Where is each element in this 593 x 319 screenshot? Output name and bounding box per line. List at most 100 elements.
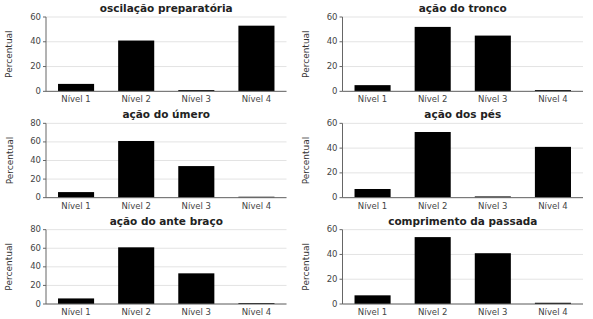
x-tick-label: Nível 1: [358, 94, 387, 104]
y-tick-label: 20: [30, 280, 41, 290]
grid-line: [46, 285, 287, 286]
x-tick-label: Nível 2: [418, 201, 447, 211]
subplot-title: comprimento da passada: [388, 215, 537, 227]
grid-line: [343, 304, 584, 305]
bar: [178, 273, 214, 304]
y-tick-label: 60: [30, 136, 41, 146]
x-axis-line: [343, 91, 584, 92]
y-tick-label: 40: [30, 155, 41, 165]
y-axis-line: [46, 123, 47, 197]
bar: [415, 27, 451, 91]
bar: [58, 192, 94, 198]
x-tick-label: Nível 4: [242, 307, 271, 317]
x-tick-label: Nível 1: [61, 94, 90, 104]
grid-line: [46, 160, 287, 161]
x-tick-label: Nível 1: [358, 201, 387, 211]
grid-line: [46, 179, 287, 180]
y-tick-label: 0: [332, 86, 337, 96]
x-tick-label: Nível 4: [242, 94, 271, 104]
grid-line: [46, 91, 287, 92]
bar: [118, 41, 154, 92]
x-tick-label: Nível 3: [182, 307, 211, 317]
subplot-title: ação dos pés: [424, 108, 501, 120]
x-tick-label: Nível 3: [182, 94, 211, 104]
y-tick-label: 20: [327, 274, 338, 284]
bar: [355, 189, 391, 198]
y-tick-label: 20: [30, 61, 41, 71]
grid-line: [343, 123, 584, 124]
x-tick-label: Nível 2: [121, 307, 150, 317]
y-tick-label: 0: [36, 86, 41, 96]
x-tick-label: Nível 4: [538, 94, 567, 104]
grid-line: [343, 41, 584, 42]
bar: [58, 84, 94, 91]
y-axis-label: Percentual: [5, 137, 15, 185]
x-tick-label: Nível 2: [418, 94, 447, 104]
grid-line: [343, 279, 584, 280]
y-tick-label: 60: [30, 243, 41, 253]
bar: [178, 166, 214, 198]
x-tick-label: Nível 3: [478, 307, 507, 317]
x-axis-line: [343, 197, 584, 198]
bar: [415, 237, 451, 304]
x-tick-label: Nível 4: [538, 307, 567, 317]
bar: [58, 298, 94, 304]
x-tick-label: Nível 2: [418, 307, 447, 317]
bar: [535, 147, 571, 198]
grid-line: [343, 254, 584, 255]
bars: [58, 141, 274, 198]
x-axis-line: [343, 304, 584, 305]
bar: [415, 132, 451, 198]
bar: [118, 141, 154, 198]
x-tick-label: Nível 1: [358, 307, 387, 317]
y-tick-label: 40: [30, 261, 41, 271]
bars: [355, 132, 571, 198]
y-tick-label: 0: [36, 299, 41, 309]
chart-svg: oscilação preparatória Percentual 0 20 40 60 N…: [0, 0, 593, 319]
subplot: ação do ante braçoPercentual020406080Nív…: [5, 215, 287, 317]
bar: [475, 253, 511, 304]
y-tick-label: 60: [327, 224, 338, 234]
y-tick-label: 0: [36, 192, 41, 202]
grid-line: [46, 17, 287, 18]
y-axis-label: Percentual: [301, 243, 311, 291]
y-tick-label: 60: [327, 12, 338, 22]
x-tick-label: Nível 4: [242, 201, 271, 211]
bars: [355, 27, 571, 91]
subplot-title: ação do úmero: [122, 108, 210, 120]
y-axis-label: Percentual: [301, 30, 311, 78]
y-tick-label: 20: [327, 167, 338, 177]
y-tick-label: 40: [30, 36, 41, 46]
bar: [355, 85, 391, 91]
x-axis-line: [46, 91, 287, 92]
bars: [355, 237, 571, 304]
x-tick-label: Nível 3: [478, 201, 507, 211]
y-tick-label: 40: [327, 36, 338, 46]
grid-line: [343, 91, 584, 92]
subplot: ação do troncoPercentual0204060Nível 1Ní…: [301, 2, 583, 104]
x-tick-label: Nível 4: [538, 201, 567, 211]
y-tick-label: 0: [332, 299, 337, 309]
y-axis-line: [46, 17, 47, 91]
grid-line: [46, 304, 287, 305]
grid-line: [46, 266, 287, 267]
y-tick-label: 60: [327, 118, 338, 128]
subplot-title: oscilação preparatória: [100, 2, 233, 14]
x-tick-label: Nível 1: [61, 307, 90, 317]
bars: [58, 26, 274, 92]
y-tick-label: 0: [332, 192, 337, 202]
grid-line: [343, 229, 584, 230]
grid-line: [46, 141, 287, 142]
y-axis-line: [342, 123, 343, 197]
x-axis-line: [46, 304, 287, 305]
subplot-title: ação do ante braço: [110, 215, 223, 227]
subplot: ação do úmeroPercentual020406080Nível 1N…: [5, 108, 287, 210]
grid-line: [343, 17, 584, 18]
y-axis-line: [46, 230, 47, 304]
bars: [58, 247, 274, 304]
y-axis-line: [342, 230, 343, 304]
subplot: ação dos pésPercentual0204060Nível 1Níve…: [301, 108, 583, 210]
bar: [475, 36, 511, 92]
y-tick-label: 80: [30, 224, 41, 234]
x-tick-label: Nível 2: [121, 94, 150, 104]
